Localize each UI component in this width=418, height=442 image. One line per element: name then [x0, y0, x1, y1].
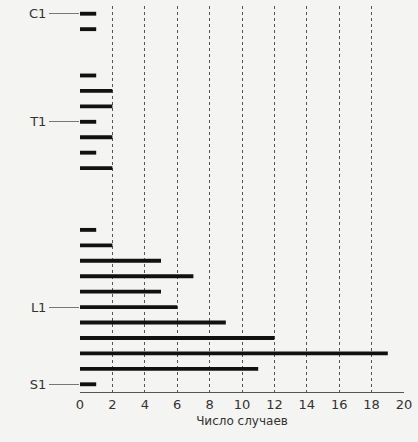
svg-text:16: 16: [331, 397, 348, 412]
svg-text:8: 8: [205, 397, 213, 412]
svg-text:12: 12: [266, 397, 283, 412]
svg-text:2: 2: [108, 397, 116, 412]
svg-text:Число случаев: Число случаев: [196, 414, 288, 428]
svg-text:20: 20: [396, 397, 413, 412]
svg-text:S1: S1: [30, 377, 47, 392]
svg-text:C1: C1: [29, 6, 46, 21]
svg-text:0: 0: [76, 397, 84, 412]
svg-text:6: 6: [173, 397, 181, 412]
svg-text:L1: L1: [31, 300, 47, 315]
svg-text:18: 18: [363, 397, 380, 412]
svg-text:10: 10: [234, 397, 251, 412]
svg-text:4: 4: [141, 397, 149, 412]
svg-text:14: 14: [299, 397, 316, 412]
svg-text:T1: T1: [29, 114, 46, 129]
